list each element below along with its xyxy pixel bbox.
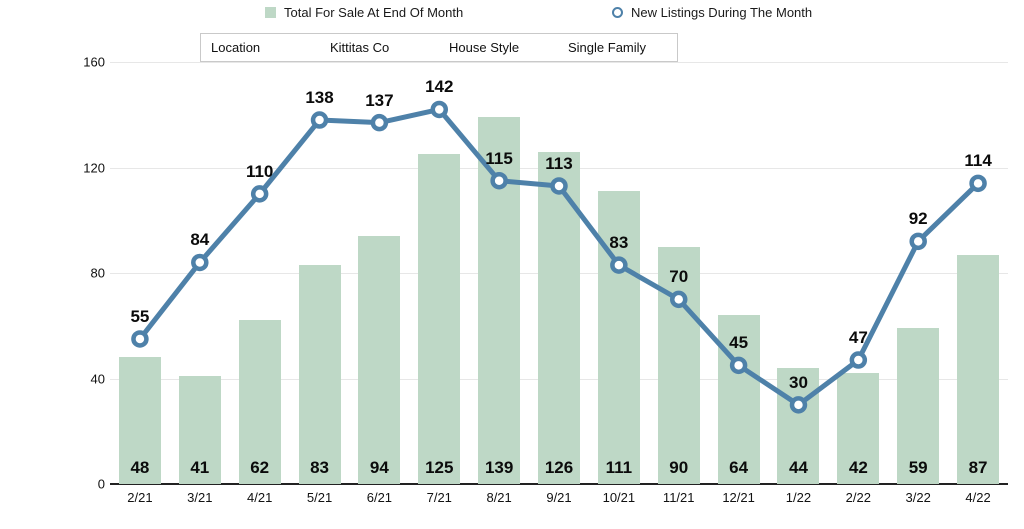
bar	[897, 328, 940, 484]
x-tick-label: 2/21	[127, 490, 153, 505]
filter-label-house-style: House Style	[449, 40, 520, 55]
x-tick-label: 12/21	[722, 490, 755, 505]
bar-value-label: 83	[310, 458, 329, 477]
bar-value-label: 125	[425, 458, 454, 477]
bar	[777, 367, 820, 484]
bar	[418, 154, 461, 484]
bar	[298, 265, 341, 484]
bar-value-label: 139	[484, 458, 514, 477]
bar-value-label: 87	[968, 458, 988, 477]
bar-value-label: 64	[729, 458, 749, 477]
x-tick-label: 5/21	[306, 490, 333, 505]
bar	[837, 373, 880, 484]
filter-table: Location Kittitas Co House Style Single …	[200, 33, 678, 62]
line-marker	[191, 253, 209, 272]
x-tick-label: 4/22	[965, 490, 991, 505]
line-value-label: 138	[305, 88, 334, 108]
bar-value-label: 90	[669, 458, 689, 477]
bar-value-label: 111	[605, 458, 633, 477]
bar	[118, 357, 161, 484]
gridline	[110, 62, 1008, 63]
x-tick-label: 2/22	[845, 490, 871, 505]
x-tick-label: 7/21	[426, 490, 452, 505]
line-value-label: 113	[545, 153, 573, 173]
line-marker	[310, 111, 329, 129]
bar-value-label: 59	[908, 458, 928, 477]
filter-label-location: Location	[211, 40, 261, 55]
line-marker	[250, 185, 269, 203]
bar-value-label: 44	[788, 458, 808, 477]
line-value-label: 47	[848, 328, 868, 348]
line-marker	[909, 232, 927, 251]
x-tick-label: 9/21	[546, 490, 572, 505]
x-tick-label: 8/21	[486, 490, 512, 505]
legend-label-total-for-sale: Total For Sale At End Of Month	[284, 5, 464, 20]
y-tick-label: 120	[83, 160, 105, 175]
x-axis-line	[110, 483, 1008, 485]
bar	[238, 320, 281, 484]
bar-value-label: 42	[848, 458, 868, 477]
line-marker	[610, 256, 628, 274]
line-marker	[550, 177, 568, 195]
line-marker	[430, 100, 449, 119]
line-value-label: 115	[485, 148, 513, 168]
line-value-label: 84	[190, 230, 210, 250]
bar-series-swatch-icon	[265, 7, 276, 18]
line-marker	[969, 174, 987, 193]
line-value-label: 45	[729, 333, 749, 353]
line-value-label: 110	[245, 161, 274, 181]
line-marker	[370, 113, 389, 132]
line-value-label: 137	[365, 90, 394, 110]
line-value-label: 142	[425, 77, 454, 97]
line-series-marker-icon	[612, 7, 623, 18]
bar-value-label: 62	[250, 458, 270, 477]
legend-item-total-for-sale: Total For Sale At End Of Month	[265, 5, 463, 20]
x-tick-label: 11/21	[662, 490, 695, 505]
bar	[597, 191, 640, 484]
line-marker	[669, 290, 688, 309]
x-tick-label: 1/22	[785, 490, 812, 505]
bar	[717, 315, 760, 484]
line-value-label: 83	[609, 233, 629, 253]
x-tick-label: 6/21	[366, 490, 393, 505]
bar	[657, 246, 700, 484]
line-value-label: 114	[964, 151, 992, 171]
x-tick-label: 10/21	[602, 490, 636, 505]
y-tick-label: 80	[90, 265, 105, 281]
bar	[178, 375, 221, 484]
filter-value-location: Kittitas Co	[330, 40, 390, 55]
line-value-label: 55	[130, 306, 150, 326]
line-value-label: 30	[788, 372, 808, 392]
filter-value-house-style: Single Family	[568, 40, 647, 55]
x-tick-label: 3/22	[905, 490, 931, 505]
y-tick-label: 40	[90, 371, 105, 386]
x-tick-label: 4/21	[247, 490, 273, 505]
bar-value-label: 48	[130, 458, 150, 477]
y-tick-label: 160	[83, 54, 105, 70]
bar-value-label: 94	[369, 458, 389, 477]
line-value-label: 70	[669, 267, 689, 287]
y-tick-label: 0	[97, 476, 105, 492]
bar	[957, 254, 1000, 484]
line-marker	[789, 396, 808, 414]
bar	[358, 236, 401, 484]
line-marker	[849, 351, 868, 369]
legend-label-new-listings: New Listings During The Month	[631, 5, 813, 20]
bar-value-label: 41	[190, 458, 210, 477]
line-marker	[131, 330, 149, 348]
legend-item-new-listings: New Listings During The Month	[612, 5, 812, 20]
line-marker	[729, 356, 748, 375]
x-tick-label: 3/21	[187, 490, 213, 505]
line-value-label: 92	[908, 209, 928, 229]
bar-value-label: 126	[544, 458, 574, 477]
line-marker	[490, 171, 508, 190]
